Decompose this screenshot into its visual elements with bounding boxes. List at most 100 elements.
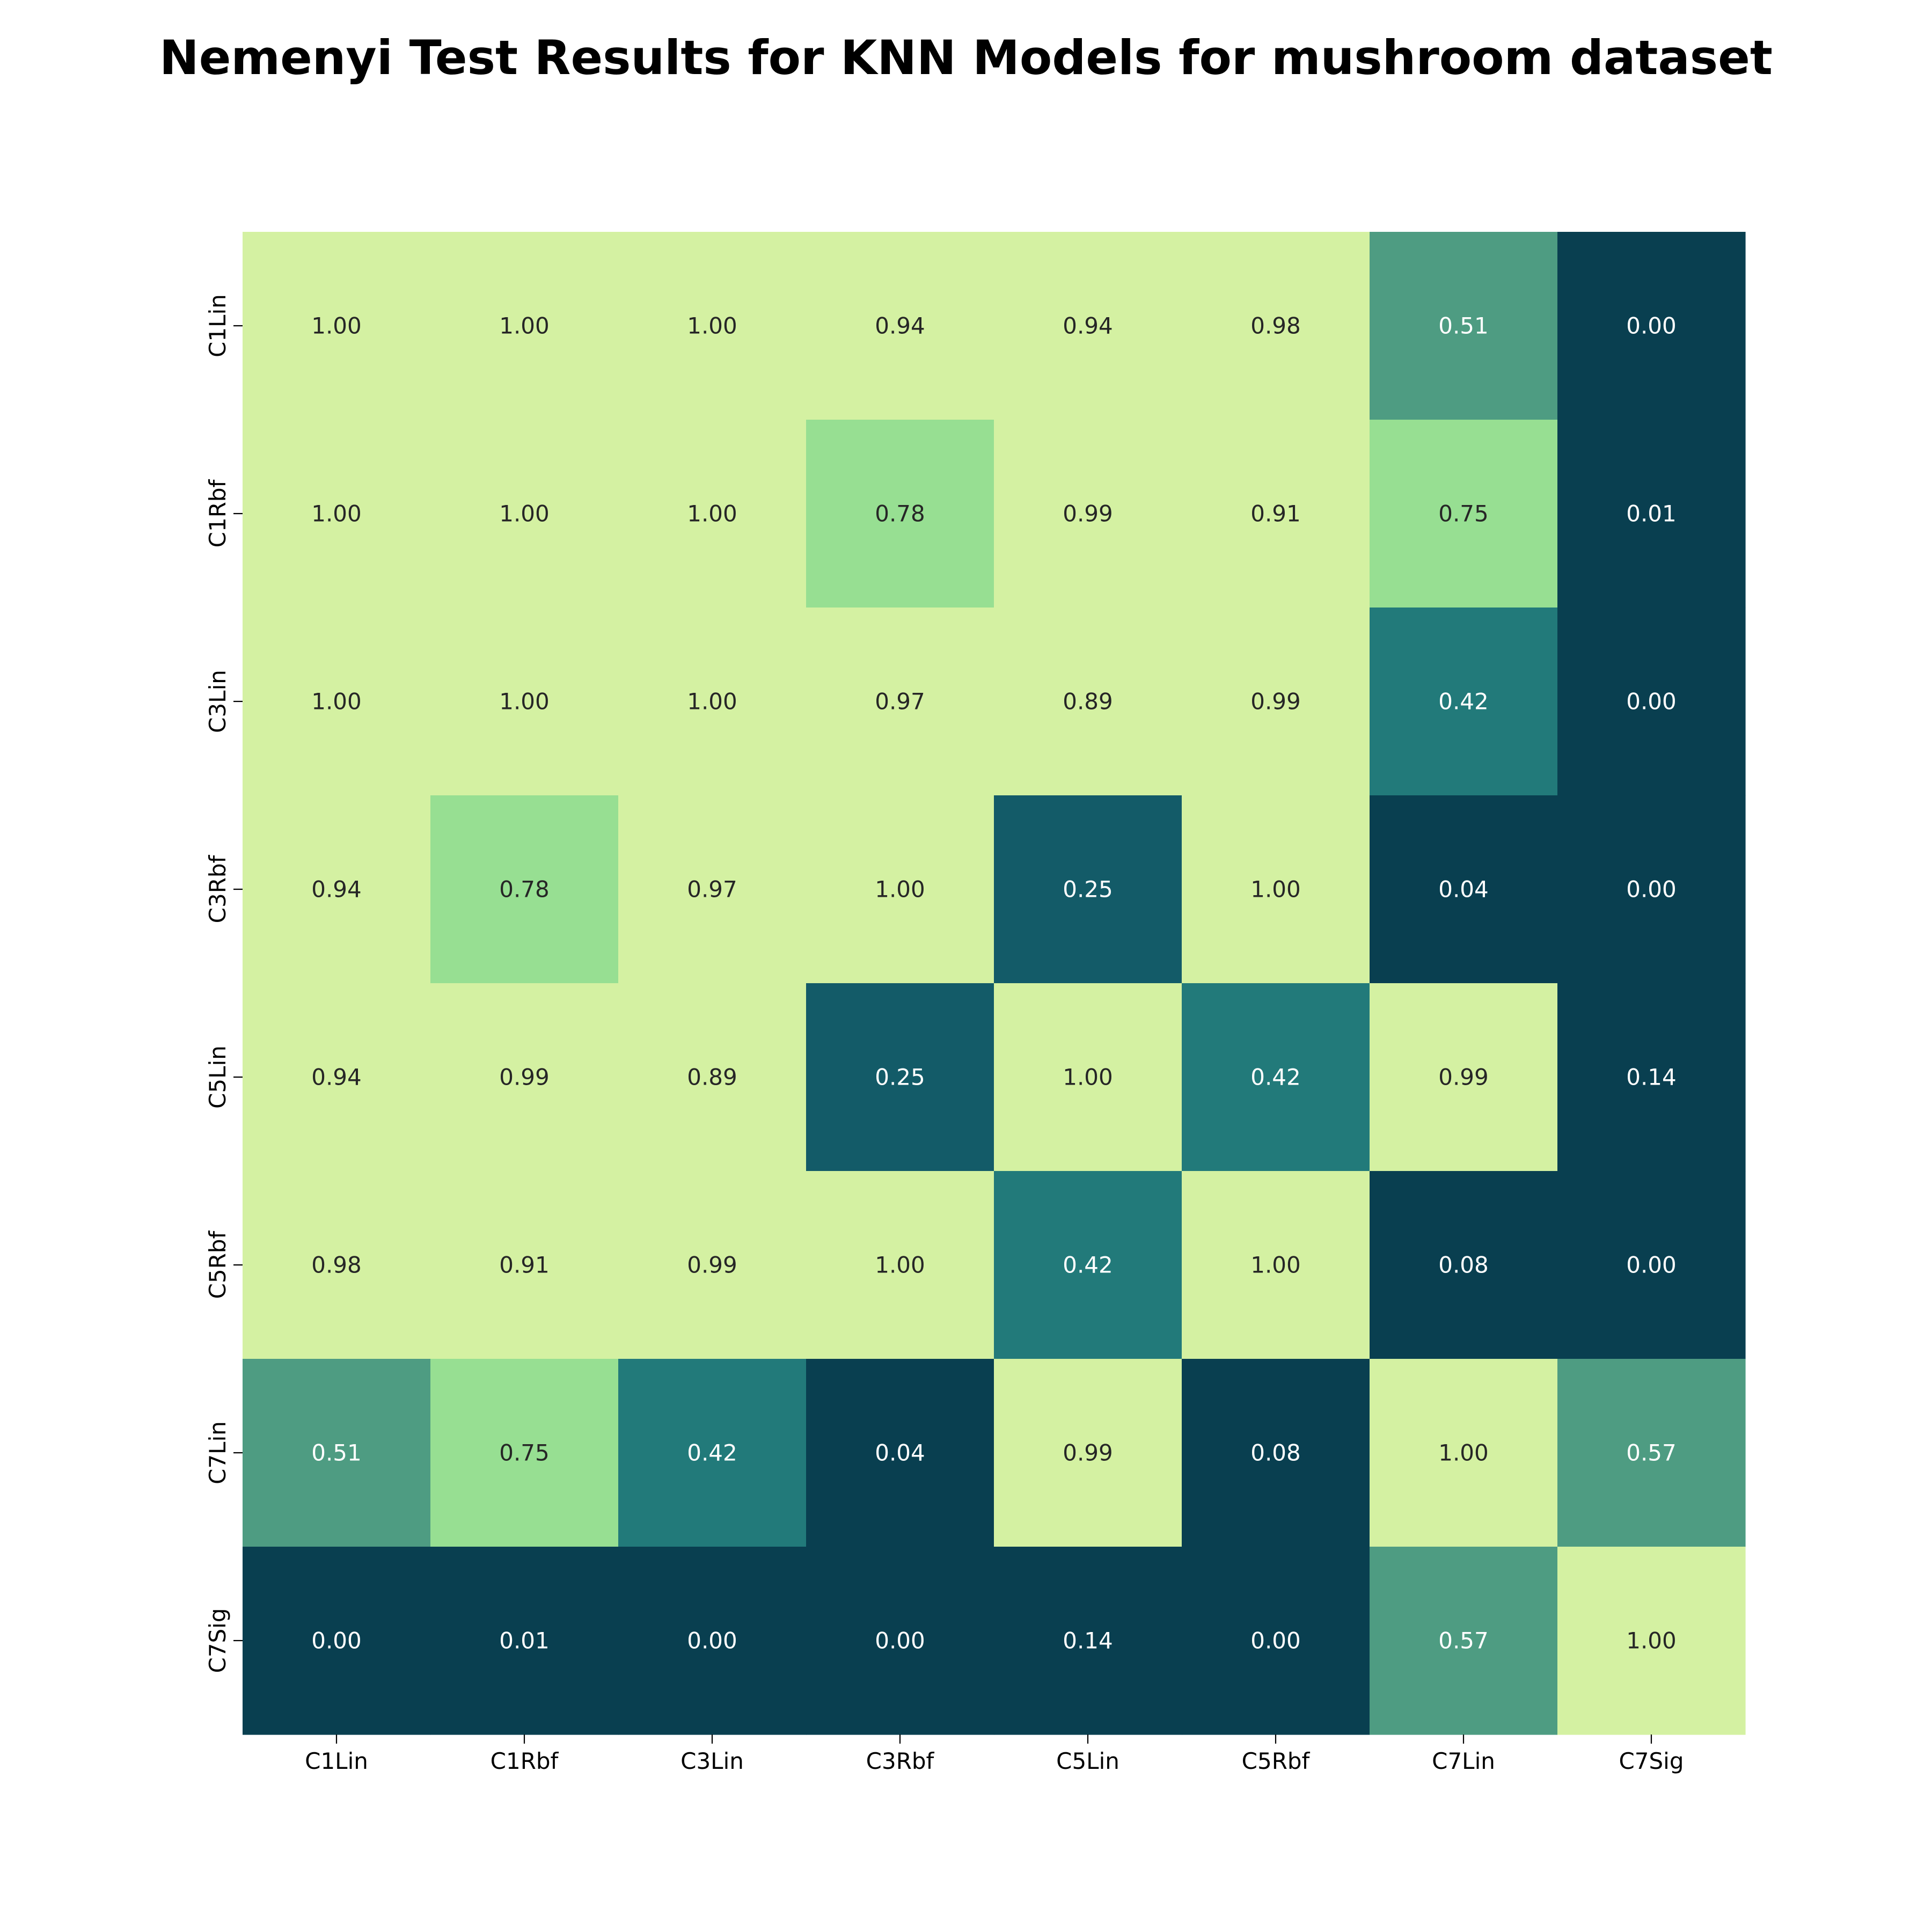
y-tick-label: C3Lin [204, 670, 231, 733]
cell-value-label: 1.00 [311, 501, 362, 527]
chart-title: Nemenyi Test Results for KNN Models for … [159, 30, 1773, 85]
heatmap-cell [994, 1359, 1182, 1547]
cell-value-label: 0.08 [1250, 1440, 1301, 1466]
cell-value-label: 0.94 [311, 1064, 362, 1091]
heatmap-cell [994, 795, 1182, 984]
cell-value-label: 1.00 [1438, 1440, 1489, 1466]
heatmap-cell [806, 1171, 994, 1359]
heatmap-cell-labels: 1.00 1.00 1.00 0.94 0.94 0.98 0.51 0.00 1.00 1.00… [311, 313, 1677, 1654]
heatmap-cell [1370, 1171, 1558, 1359]
cell-value-label: 0.97 [687, 876, 737, 903]
heatmap-cell [430, 1171, 619, 1359]
heatmap-cell [618, 795, 807, 984]
cell-value-label: 0.94 [875, 313, 925, 339]
cell-value-label: 0.78 [499, 876, 550, 903]
heatmap-cell [1182, 1547, 1370, 1735]
y-tick-label: C3Rbf [204, 854, 231, 923]
cell-value-label: 0.78 [875, 501, 925, 527]
heatmap-cell [618, 420, 807, 608]
cell-value-label: 0.00 [1626, 313, 1677, 339]
cell-value-label: 0.99 [687, 1252, 737, 1278]
heatmap-cell [1182, 232, 1370, 420]
cell-value-label: 0.42 [1438, 689, 1489, 715]
heatmap-cell [1557, 420, 1746, 608]
y-axis: C1Lin C1Rbf C3Lin C3Rbf C5Lin C5Rbf C7Lin C7Sig [204, 294, 243, 1673]
heatmap-cell [994, 983, 1182, 1172]
heatmap-cells [243, 232, 1746, 1735]
heatmap-cell [1182, 1359, 1370, 1547]
heatmap-cell [618, 608, 807, 796]
heatmap-cell [1370, 1547, 1558, 1735]
cell-value-label: 0.42 [687, 1440, 737, 1466]
cell-value-label: 1.00 [687, 313, 737, 339]
cell-value-label: 0.97 [875, 689, 925, 715]
cell-value-label: 0.00 [1626, 689, 1677, 715]
cell-value-label: 0.99 [1063, 501, 1113, 527]
heatmap-cell [618, 1547, 807, 1735]
heatmap-cell [1370, 232, 1558, 420]
y-tick-label: C1Lin [204, 294, 231, 357]
heatmap-cell [430, 1359, 619, 1547]
cell-value-label: 0.00 [1626, 1252, 1677, 1278]
cell-value-label: 0.42 [1063, 1252, 1113, 1278]
cell-value-label: 0.99 [1438, 1064, 1489, 1091]
cell-value-label: 1.00 [311, 689, 362, 715]
heatmap-cell [430, 420, 619, 608]
heatmap-cell [618, 232, 807, 420]
cell-value-label: 1.00 [1250, 1252, 1301, 1278]
cell-value-label: 0.94 [1063, 313, 1113, 339]
heatmap-cell [1182, 983, 1370, 1172]
cell-value-label: 0.25 [1063, 876, 1113, 903]
heatmap-cell [243, 1171, 431, 1359]
heatmap-cell [806, 983, 994, 1172]
heatmap-cell [430, 1547, 619, 1735]
heatmap-cell [1370, 608, 1558, 796]
cell-value-label: 0.00 [311, 1628, 362, 1654]
heatmap-cell [618, 983, 807, 1172]
cell-value-label: 1.00 [1626, 1628, 1677, 1654]
heatmap-cell [243, 983, 431, 1172]
cell-value-label: 0.57 [1626, 1440, 1677, 1466]
cell-value-label: 1.00 [311, 313, 362, 339]
heatmap-cell [1557, 1359, 1746, 1547]
cell-value-label: 0.51 [1438, 313, 1489, 339]
cell-value-label: 0.99 [499, 1064, 550, 1091]
heatmap-cell [806, 420, 994, 608]
heatmap-cell [994, 1547, 1182, 1735]
heatmap-cell [618, 1359, 807, 1547]
x-tick-label: C5Lin [1056, 1748, 1119, 1774]
heatmap-cell [1370, 983, 1558, 1172]
heatmap-cell [1557, 983, 1746, 1172]
heatmap-cell [618, 1171, 807, 1359]
cell-value-label: 0.00 [1626, 876, 1677, 903]
cell-value-label: 1.00 [499, 689, 550, 715]
heatmap-cell [806, 1359, 994, 1547]
heatmap-cell [243, 1359, 431, 1547]
heatmap-cell [243, 420, 431, 608]
cell-value-label: 1.00 [875, 1252, 925, 1278]
y-tick-label: C1Rbf [204, 479, 231, 547]
heatmap-cell [1370, 420, 1558, 608]
heatmap-cell [1557, 232, 1746, 420]
heatmap-cell [1557, 1171, 1746, 1359]
cell-value-label: 0.08 [1438, 1252, 1489, 1278]
cell-value-label: 1.00 [499, 501, 550, 527]
heatmap-cell [994, 420, 1182, 608]
cell-value-label: 1.00 [687, 501, 737, 527]
cell-value-label: 0.04 [875, 1440, 925, 1466]
y-tick-label: C5Lin [204, 1045, 231, 1109]
heatmap-cell [430, 983, 619, 1172]
heatmap-cell [243, 1547, 431, 1735]
cell-value-label: 0.91 [499, 1252, 550, 1278]
heatmap-cell [430, 232, 619, 420]
x-tick-label: C1Lin [305, 1748, 368, 1774]
cell-value-label: 0.75 [1438, 501, 1489, 527]
cell-value-label: 0.14 [1626, 1064, 1677, 1091]
heatmap-cell [1370, 1359, 1558, 1547]
cell-value-label: 0.00 [687, 1628, 737, 1654]
heatmap-cell [430, 795, 619, 984]
x-axis: C1Lin C1Rbf C3Lin C3Rbf C5Lin C5Rbf C7Lin C7Sig [305, 1735, 1684, 1774]
heatmap-cell [1182, 608, 1370, 796]
cell-value-label: 0.99 [1250, 689, 1301, 715]
cell-value-label: 0.75 [499, 1440, 550, 1466]
